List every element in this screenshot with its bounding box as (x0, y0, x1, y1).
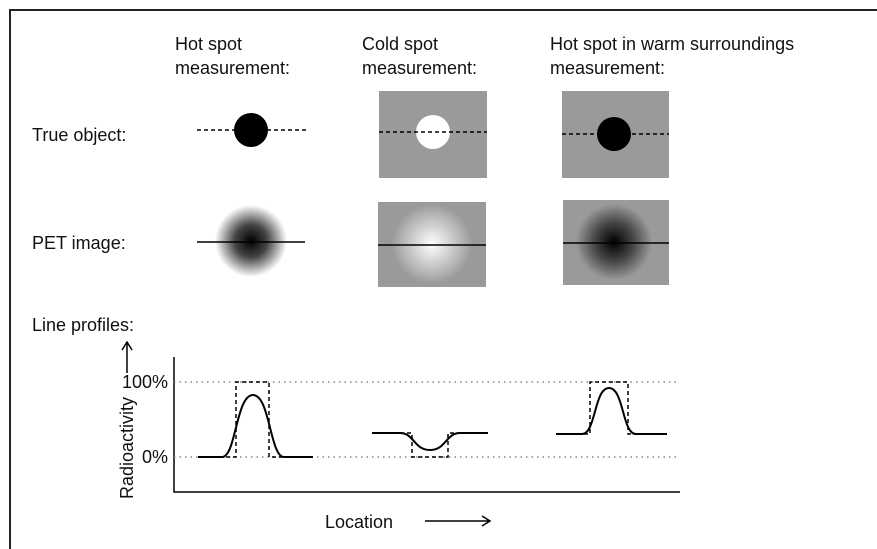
arrow (121, 340, 133, 373)
hot-spot (234, 113, 268, 147)
arrow (425, 515, 492, 527)
axes (173, 357, 680, 493)
y-tick-label: 100% (122, 372, 168, 392)
x-axis-label: Location (325, 512, 393, 532)
column-headers: Hot spot measurement: Cold spot measurement… (175, 34, 794, 78)
column-header: Cold spot (362, 34, 438, 54)
cold-spot (416, 115, 450, 149)
column-header: Hot spot in warm surroundings (550, 34, 794, 54)
row-label: Line profiles: (32, 315, 134, 335)
pet-hot (576, 204, 652, 280)
row-label: True object: (32, 125, 126, 145)
column-header: measurement: (550, 58, 665, 78)
column-header: measurement: (362, 58, 477, 78)
pet-profile (198, 393, 313, 458)
column-header: measurement: (175, 58, 290, 78)
column-header: Hot spot (175, 34, 242, 54)
pet-hot (215, 205, 287, 277)
pet-profile (556, 386, 667, 435)
frame (9, 9, 877, 549)
pet-cold (392, 204, 472, 284)
true-profile (198, 381, 313, 458)
y-axis-label: Radioactivity (117, 397, 137, 499)
pet-profile (372, 432, 488, 452)
y-tick-label: 0% (142, 447, 168, 467)
row-label: PET image: (32, 233, 126, 253)
